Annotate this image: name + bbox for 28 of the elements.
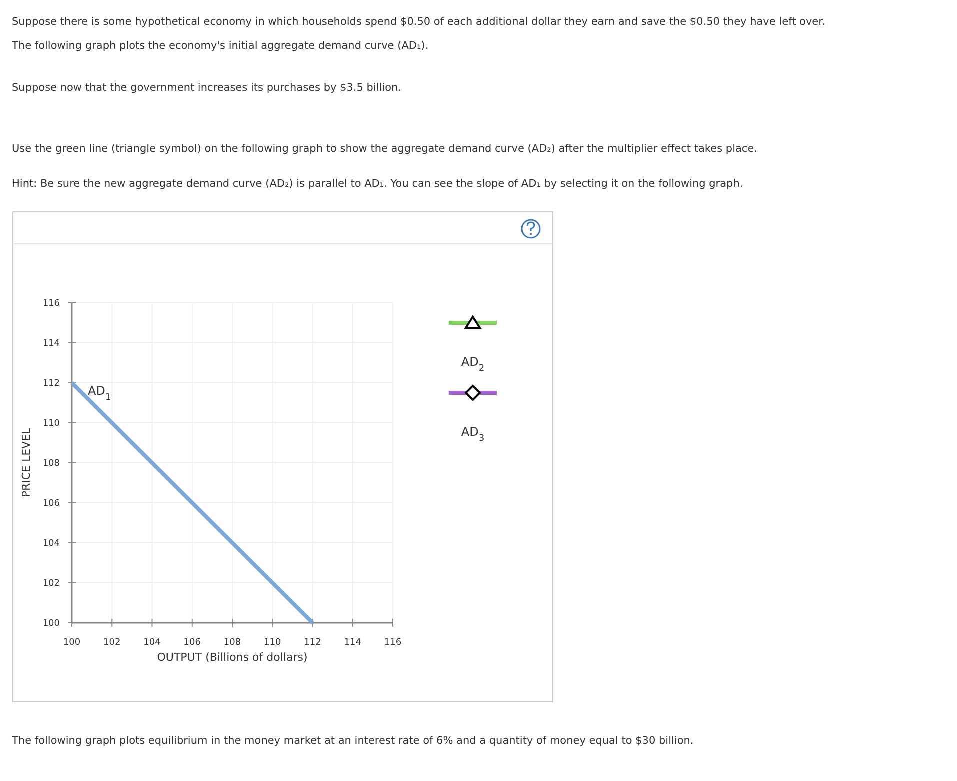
y-tick-label: 106 (42, 499, 60, 509)
y-tick-label: 104 (42, 539, 60, 549)
y-tick-label: 112 (42, 379, 60, 389)
x-tick-label: 106 (184, 638, 202, 648)
text: Use the green line (triangle symbol) on the following graph to show the aggregate demand curve (AD₂) after the multiplier effect takes place. (12, 143, 758, 155)
y-tick-label: 116 (42, 299, 60, 309)
x-tick-label: 114 (344, 638, 362, 648)
x-tick-label: 112 (304, 638, 322, 648)
x-axis-title: OUTPUT (Billions of dollars) (157, 651, 308, 664)
y-tick-label: 114 (42, 339, 60, 349)
x-tick-label: 116 (384, 638, 402, 648)
x-tick-label: 108 (224, 638, 242, 648)
text: Suppose now that the government increases its purchases by $3.5 billion. (12, 82, 402, 94)
x-tick-label: 100 (63, 638, 81, 648)
series-label: AD$_{1}$ (88, 384, 112, 403)
y-tick-label: 102 (42, 579, 60, 589)
y-tick-label: 108 (42, 459, 60, 469)
text: The following graph plots equilibrium in the money market at an interest rate of 6% and a quantity of money equal to $30 billion. (11, 735, 694, 747)
y-axis-title: PRICE LEVEL (20, 427, 33, 498)
x-tick-label: 102 (104, 638, 121, 648)
text: Hint: Be sure the new aggregate demand curve (AD₂) is parallel to AD₁. You can see the slope of AD₁ by selecting it on the following graph. (12, 178, 744, 190)
x-tick-label: 104 (144, 638, 162, 648)
y-tick-label: 100 (42, 619, 60, 629)
text: AD$_{3}$ (461, 425, 485, 444)
text: Suppose there is some hypothetical economy in which households spend $0.50 of each additional dollar they earn and save the $0.50 they have left over. The following graph plots the economy's initial aggregate demand curve (AD₁). (11, 16, 826, 52)
x-tick-label: 110 (264, 638, 282, 648)
text: AD$_{2}$ (461, 355, 485, 374)
y-tick-label: 110 (42, 419, 60, 429)
